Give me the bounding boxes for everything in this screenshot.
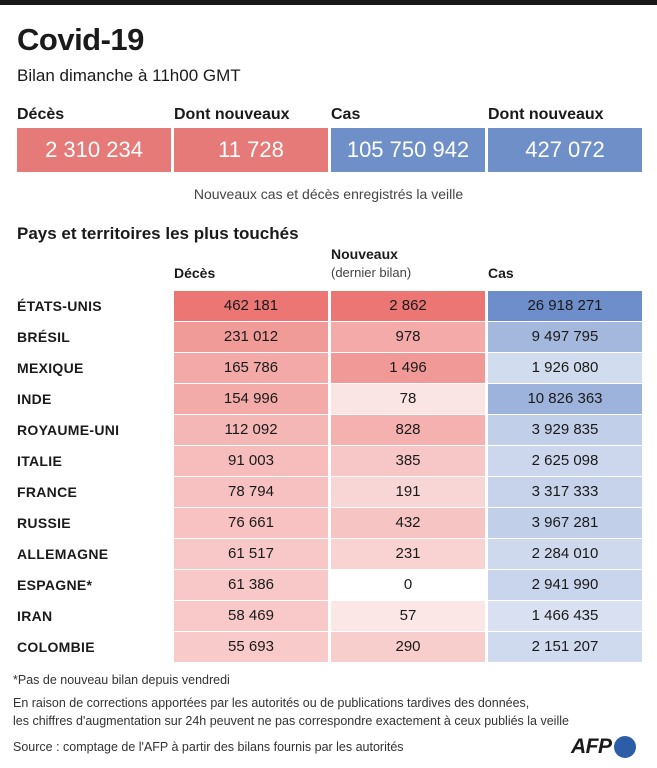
column-header-cases: Cas bbox=[488, 265, 514, 281]
cell-cases: 2 151 207 bbox=[488, 632, 642, 662]
stat-label-new-cases: Dont nouveaux bbox=[488, 106, 604, 123]
stat-box-new-deaths: 11 728 bbox=[174, 128, 328, 172]
cell-cases: 9 497 795 bbox=[488, 322, 642, 352]
footnote-asterisk: *Pas de nouveau bilan depuis vendredi bbox=[13, 673, 230, 687]
afp-logo-text: AFP bbox=[571, 735, 612, 758]
stat-label-new-deaths: Dont nouveaux bbox=[174, 106, 290, 123]
country-label: ÉTATS-UNIS bbox=[17, 298, 102, 314]
cell-deaths: 58 469 bbox=[174, 601, 328, 631]
cell-cases: 3 317 333 bbox=[488, 477, 642, 507]
cell-cases: 1 466 435 bbox=[488, 601, 642, 631]
cell-new: 828 bbox=[331, 415, 485, 445]
table-title: Pays et territoires les plus touchés bbox=[17, 224, 299, 243]
cell-deaths: 112 092 bbox=[174, 415, 328, 445]
cell-deaths: 165 786 bbox=[174, 353, 328, 383]
country-label: ALLEMAGNE bbox=[17, 546, 109, 562]
cell-deaths: 61 517 bbox=[174, 539, 328, 569]
column-subheader-new: (dernier bilan) bbox=[331, 265, 412, 280]
cell-cases: 2 941 990 bbox=[488, 570, 642, 600]
stat-box-deaths: 2 310 234 bbox=[17, 128, 171, 172]
cell-new: 1 496 bbox=[331, 353, 485, 383]
source-note: Source : comptage de l'AFP à partir des … bbox=[13, 740, 404, 754]
page-subtitle: Bilan dimanche à 11h00 GMT bbox=[17, 66, 241, 85]
footnote-corrections-1: En raison de corrections apportées par l… bbox=[13, 696, 530, 710]
country-label: COLOMBIE bbox=[17, 639, 95, 655]
cell-new: 2 862 bbox=[331, 291, 485, 321]
page-title: Covid-19 bbox=[17, 22, 144, 57]
country-label: ROYAUME-UNI bbox=[17, 422, 120, 438]
afp-logo-dot-icon bbox=[613, 736, 636, 758]
country-label: BRÉSIL bbox=[17, 329, 71, 345]
column-header-new: Nouveaux bbox=[331, 246, 398, 262]
cell-deaths: 91 003 bbox=[174, 446, 328, 476]
stat-label-cases: Cas bbox=[331, 106, 361, 123]
country-label: ESPAGNE* bbox=[17, 577, 93, 593]
cell-new: 385 bbox=[331, 446, 485, 476]
country-label: FRANCE bbox=[17, 484, 78, 500]
stats-note: Nouveaux cas et décès enregistrés la vei… bbox=[193, 186, 464, 202]
cell-new: 191 bbox=[331, 477, 485, 507]
cell-cases: 26 918 271 bbox=[488, 291, 642, 321]
cell-deaths: 462 181 bbox=[174, 291, 328, 321]
stat-box-new-cases: 427 072 bbox=[488, 128, 642, 172]
cell-new: 57 bbox=[331, 601, 485, 631]
cell-cases: 10 826 363 bbox=[488, 384, 642, 414]
cell-new: 231 bbox=[331, 539, 485, 569]
country-label: INDE bbox=[17, 391, 52, 407]
cell-cases: 1 926 080 bbox=[488, 353, 642, 383]
cell-cases: 3 929 835 bbox=[488, 415, 642, 445]
country-label: MEXIQUE bbox=[17, 360, 84, 376]
cell-deaths: 55 693 bbox=[174, 632, 328, 662]
cell-cases: 3 967 281 bbox=[488, 508, 642, 538]
cell-deaths: 76 661 bbox=[174, 508, 328, 538]
column-header-deaths: Décès bbox=[174, 265, 216, 281]
cell-new: 290 bbox=[331, 632, 485, 662]
cell-new: 432 bbox=[331, 508, 485, 538]
cell-cases: 2 284 010 bbox=[488, 539, 642, 569]
cell-deaths: 78 794 bbox=[174, 477, 328, 507]
cell-cases: 2 625 098 bbox=[488, 446, 642, 476]
cell-new: 78 bbox=[331, 384, 485, 414]
cell-new: 0 bbox=[331, 570, 485, 600]
cell-deaths: 61 386 bbox=[174, 570, 328, 600]
stat-label-deaths: Décès bbox=[17, 106, 65, 123]
stat-box-cases: 105 750 942 bbox=[331, 128, 485, 172]
country-label: RUSSIE bbox=[17, 515, 71, 531]
cell-deaths: 231 012 bbox=[174, 322, 328, 352]
afp-logo: AFP bbox=[571, 735, 636, 759]
country-label: IRAN bbox=[17, 608, 53, 624]
cell-new: 978 bbox=[331, 322, 485, 352]
top-rule bbox=[0, 0, 657, 5]
footnote-corrections-2: les chiffres d'augmentation sur 24h peuv… bbox=[13, 714, 569, 728]
cell-deaths: 154 996 bbox=[174, 384, 328, 414]
country-label: ITALIE bbox=[17, 453, 63, 469]
